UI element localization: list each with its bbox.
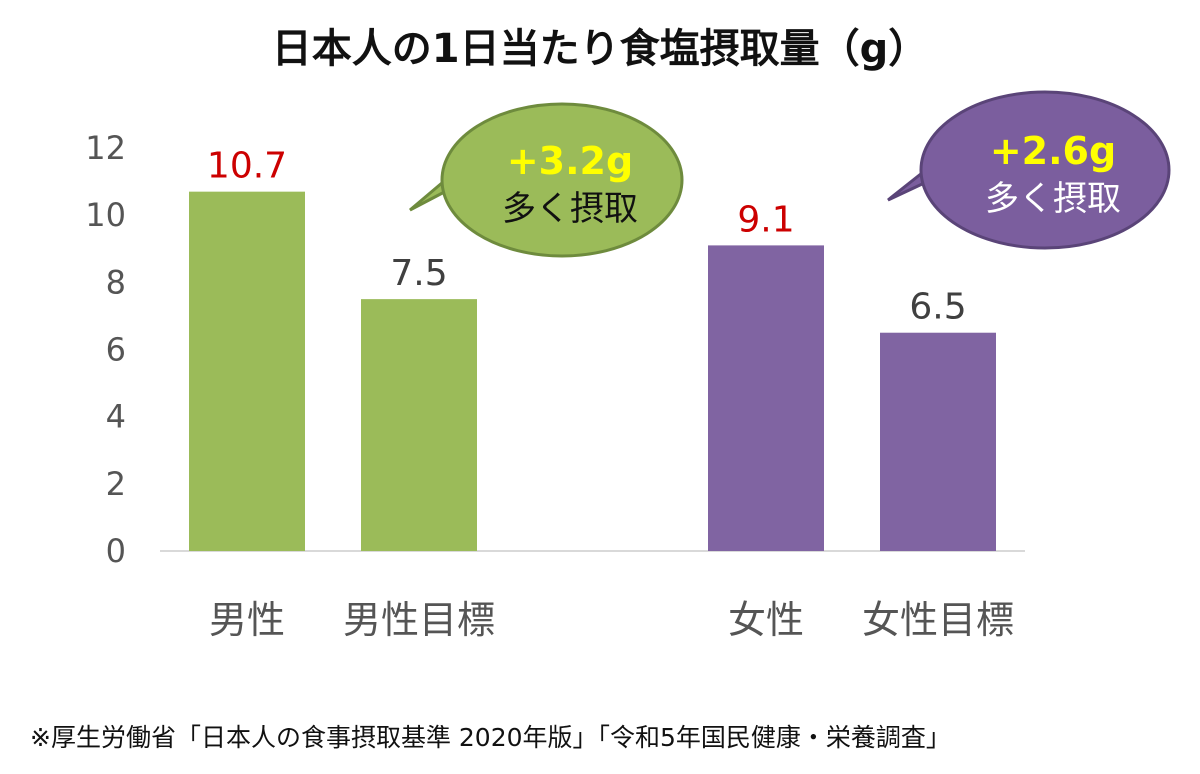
y-tick-label: 2 <box>106 465 126 503</box>
callout-difference: +2.6g <box>990 129 1116 173</box>
bar <box>880 332 996 551</box>
x-tick-label: 女性目標 <box>862 598 1014 642</box>
y-axis: 0 2 4 6 8 10 12 <box>85 129 126 570</box>
chart-title: 日本人の1日当たり食塩摂取量（g） <box>272 26 928 72</box>
x-tick-label: 男性目標 <box>343 598 495 642</box>
x-tick-label: 女性 <box>728 598 804 642</box>
callout-caption: 多く摂取 <box>985 179 1121 219</box>
y-tick-label: 4 <box>106 398 126 436</box>
y-tick-label: 12 <box>85 129 126 167</box>
callout-ellipse-fill <box>923 94 1167 246</box>
callout-difference: +3.2g <box>507 139 633 183</box>
bar-value-label: 6.5 <box>909 287 966 328</box>
y-tick-label: 0 <box>106 532 126 570</box>
y-tick-label: 10 <box>85 196 126 234</box>
bar-series: 10.7 男性 7.5 男性目標 9.1 女性 6.5 女性目標 <box>189 146 1014 642</box>
callout-ellipse-fill <box>444 106 680 254</box>
bar-value-label: 10.7 <box>207 146 287 187</box>
y-tick-label: 8 <box>106 263 126 301</box>
callout-bubble: +2.6g 多く摂取 <box>887 90 1171 250</box>
bar <box>708 245 824 551</box>
bar <box>189 191 305 552</box>
callout-caption: 多く摂取 <box>502 189 638 229</box>
bar-value-label: 7.5 <box>390 253 447 294</box>
bar-value-label: 9.1 <box>737 199 794 240</box>
callouts: +3.2g 多く摂取 +2.6g 多く摂取 <box>409 90 1171 258</box>
footnote: ※厚生労働省「日本人の食事摂取基準 2020年版」「令和5年国民健康・栄養調査」 <box>30 723 951 752</box>
callout-bubble: +3.2g 多く摂取 <box>409 102 684 258</box>
x-tick-label: 男性 <box>209 598 285 642</box>
y-tick-label: 6 <box>106 331 126 369</box>
bar <box>361 299 477 551</box>
